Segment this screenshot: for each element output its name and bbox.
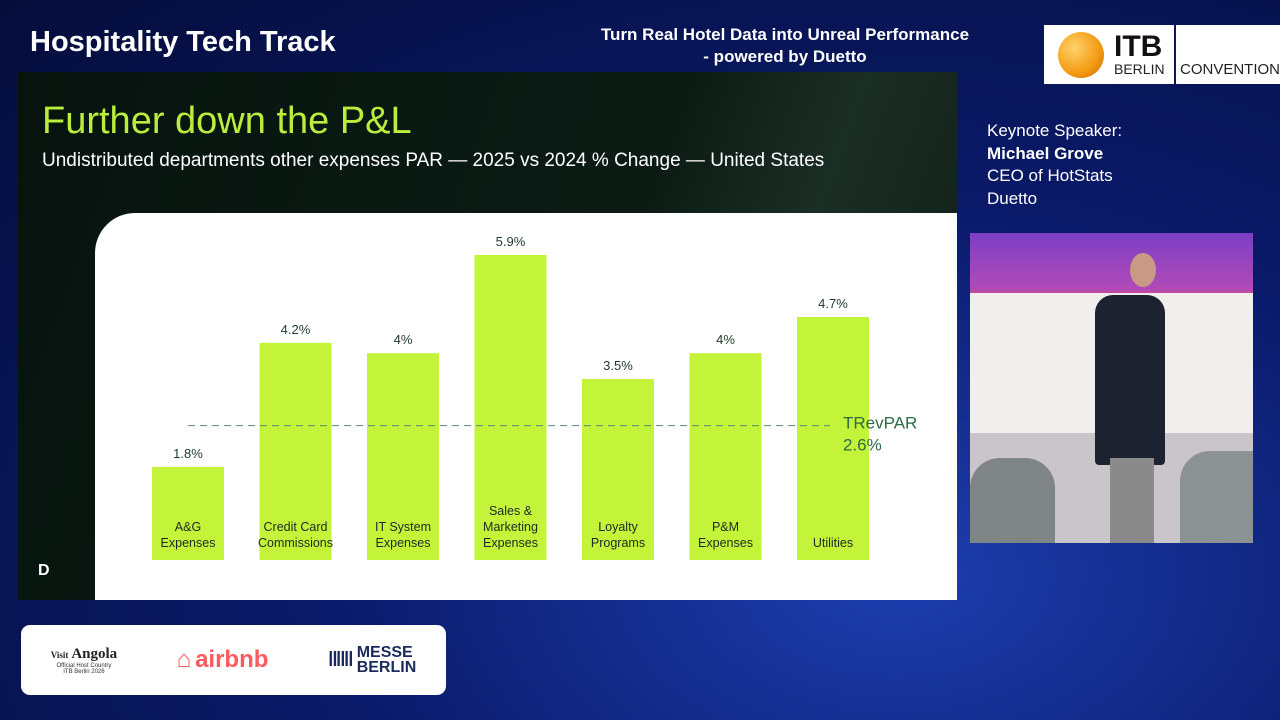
reference-line-value: 2.6% [843,436,882,455]
bar-category-label: A&G [175,520,201,534]
bar-category-label: Expenses [376,536,431,550]
chair-left [970,458,1055,543]
speaker-name: Michael Grove [987,143,1104,163]
messe-berlin-logo: ‖‖‖ MESSE BERLIN [327,644,417,676]
chart-card: 1.8% A&G Expenses 4.2% Credit Card Commission… [95,213,957,600]
slide-subtitle: Undistributed departments other expenses… [42,150,825,171]
angola-visit: Visit [50,650,69,660]
bar-category-label: Sales & [489,504,533,518]
presentation-slide: Further down the P&L Undistributed depar… [18,72,957,600]
itb-logo-suffix: CONVENTION [1179,61,1280,78]
berlin-text: BERLIN [356,659,417,676]
bar-value-label: 1.8% [173,446,203,461]
chair-right [1180,451,1253,543]
bar-category-label: Expenses [161,536,216,550]
duetto-logo: D [38,562,50,579]
slide-title: Further down the P&L [42,100,412,142]
bar-value-label: 4.7% [818,296,848,311]
bar-category-label: Expenses [698,536,753,550]
track-title: Hospitality Tech Track [30,26,336,58]
itb-logo: ITB BERLIN CONVENTION [1044,25,1280,84]
messe-columns-icon: ‖‖‖ [327,648,354,671]
bar-chart: 1.8% A&G Expenses 4.2% Credit Card Commission… [152,234,917,560]
bar [689,353,762,560]
airbnb-icon: ⌂ [176,646,192,673]
speaker-body [1095,295,1165,465]
airbnb-logo: ⌂ airbnb [177,646,269,674]
bar-category-label: IT System [375,520,431,534]
speaker-company: Duetto [987,188,1038,208]
angola-caption-2: ITB Berlin 2026 [63,669,105,675]
session-title: Turn Real Hotel Data into Unreal Perform… [600,25,970,66]
bar-category-label: Credit Card [264,520,328,534]
reference-line-label: TRevPAR [843,414,917,433]
bar [367,353,439,560]
messe-text: MESSE [356,644,413,661]
bar-category-label: Utilities [813,536,853,550]
bar-category-label: Loyalty [598,520,638,534]
bar-category-label: Commissions [258,536,333,550]
bar [152,466,224,560]
bar-value-label: 3.5% [603,358,633,373]
bar-value-label: 4.2% [281,322,311,337]
visit-angola-logo: Visit Angola Official Host Country ITB B… [51,645,117,675]
speaker-info: Keynote Speaker: Michael Grove CEO of Ho… [987,120,1122,210]
bar [582,379,654,560]
bar-value-label: 4% [394,332,413,347]
speaker-video [970,233,1253,543]
speaker-head [1130,253,1156,287]
speaker-role: Keynote Speaker: [987,121,1123,140]
speaker-title: CEO of HotStats [987,166,1113,185]
sponsor-bar: Visit Angola Official Host Country ITB B… [21,625,446,695]
bar-category-label: P&M [712,520,739,534]
bar-category-label: Programs [591,536,645,550]
bar [474,254,547,560]
airbnb-text: airbnb [195,646,269,673]
angola-caption-1: Official Host Country [56,663,112,669]
bar [259,342,332,560]
itb-logo-city: BERLIN [1114,60,1165,77]
bar-value-label: 5.9% [496,234,526,249]
bar-value-label: 4% [716,332,735,347]
itb-logo-main: ITB [1114,29,1163,63]
angola-name: Angola [71,646,118,662]
globe-icon [1058,31,1104,78]
bar [797,317,869,560]
speaker-legs [1110,458,1154,543]
bar-category-label: Expenses [483,536,538,550]
bar-category-label: Marketing [483,520,538,534]
